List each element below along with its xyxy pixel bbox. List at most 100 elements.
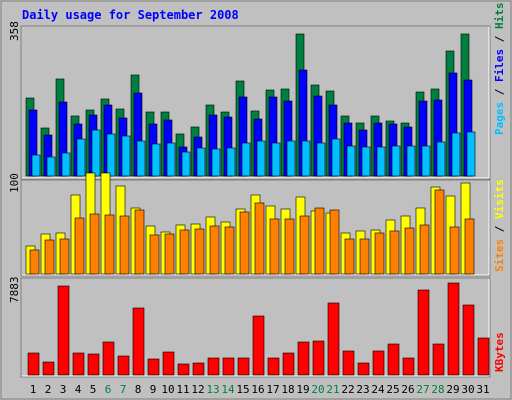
bar-pages-day-19 — [301, 140, 311, 177]
bar-kbytes-day-29 — [447, 282, 460, 376]
bar-kbytes-day-15 — [237, 357, 250, 376]
bar-sites-day-16 — [254, 202, 265, 275]
bar-pages-day-7 — [121, 135, 131, 177]
bar-pages-day-10 — [166, 142, 176, 177]
bars-hits-files-pages — [25, 33, 476, 177]
day-label-19: 19 — [296, 383, 309, 396]
bar-sites-day-22 — [344, 238, 355, 275]
panel-visits-sites — [20, 172, 491, 277]
day-label-22: 22 — [341, 383, 354, 396]
bar-sites-day-23 — [359, 238, 370, 275]
day-label-17: 17 — [266, 383, 279, 396]
y-max-label-visits: 100 — [8, 173, 21, 193]
day-label-2: 2 — [45, 383, 52, 396]
day-label-24: 24 — [371, 383, 385, 396]
day-label-5: 5 — [90, 383, 97, 396]
bar-pages-day-6 — [106, 133, 116, 177]
bar-kbytes-day-11 — [177, 363, 190, 376]
bar-pages-day-25 — [391, 145, 401, 177]
bar-kbytes-day-31 — [477, 337, 490, 376]
bar-sites-day-25 — [389, 230, 400, 275]
bar-pages-day-21 — [331, 138, 341, 177]
day-label-13: 13 — [206, 383, 219, 396]
y-max-label-hits: 358 — [8, 21, 21, 41]
bar-pages-day-1 — [31, 154, 41, 177]
day-label-11: 11 — [176, 383, 189, 396]
bar-kbytes-day-22 — [342, 350, 355, 376]
day-label-27: 27 — [416, 383, 429, 396]
bar-pages-day-22 — [346, 145, 356, 177]
bar-sites-day-2 — [44, 239, 55, 275]
day-label-1: 1 — [30, 383, 37, 396]
bar-kbytes-day-3 — [57, 285, 70, 376]
bar-pages-day-20 — [316, 142, 326, 177]
day-label-6: 6 — [105, 383, 112, 396]
x-axis-day-labels: 1 2 3 4 5 6 7 8 9 10 11 12 13 14 15 16 17 18 19 20 21 22 23 24 2… — [30, 383, 490, 396]
day-label-9: 9 — [150, 383, 157, 396]
bar-sites-day-17 — [269, 218, 280, 275]
legend-part-0: KBytes — [493, 332, 506, 372]
day-label-3: 3 — [60, 383, 67, 396]
legend-kbytes: KBytes — [493, 332, 506, 372]
legend-part-0: Sites — [493, 239, 506, 272]
bar-kbytes-day-13 — [207, 357, 220, 376]
bar-pages-day-27 — [421, 145, 431, 177]
bar-pages-day-23 — [361, 146, 371, 177]
bar-sites-day-20 — [314, 207, 325, 275]
bar-kbytes-day-25 — [387, 343, 400, 376]
bar-kbytes-day-30 — [462, 304, 475, 376]
legend-part-3: / — [493, 29, 506, 49]
chart-title: Daily usage for September 2008 — [22, 8, 239, 22]
day-label-7: 7 — [120, 383, 127, 396]
bar-sites-day-11 — [179, 229, 190, 275]
day-label-10: 10 — [161, 383, 174, 396]
bar-sites-day-6 — [104, 214, 115, 275]
bar-pages-day-29 — [451, 132, 461, 177]
day-label-12: 12 — [191, 383, 204, 396]
legend-part-1: / — [493, 219, 506, 239]
bar-kbytes-day-20 — [312, 340, 325, 376]
bar-pages-day-8 — [136, 140, 146, 177]
day-label-16: 16 — [251, 383, 264, 396]
bar-pages-day-3 — [61, 152, 71, 177]
bar-sites-day-3 — [59, 238, 70, 275]
bar-pages-day-26 — [406, 145, 416, 177]
bar-kbytes-day-7 — [117, 355, 130, 376]
bar-kbytes-day-14 — [222, 357, 235, 376]
bar-pages-day-14 — [226, 147, 236, 177]
bar-pages-day-30 — [466, 131, 476, 177]
bar-sites-day-4 — [74, 217, 85, 275]
day-label-21: 21 — [326, 383, 339, 396]
bar-pages-day-24 — [376, 146, 386, 177]
bar-sites-day-29 — [449, 226, 460, 275]
panel-hits-files-pages — [20, 25, 491, 180]
bar-kbytes-day-9 — [147, 358, 160, 376]
legend-visits-sites: Sites / Visits — [493, 179, 506, 272]
day-label-20: 20 — [311, 383, 324, 396]
bar-kbytes-day-2 — [42, 361, 55, 376]
legend-part-2: Files — [493, 49, 506, 82]
bar-kbytes-day-10 — [162, 351, 175, 376]
bar-sites-day-8 — [134, 209, 145, 275]
bar-sites-day-30 — [464, 218, 475, 275]
bar-sites-day-15 — [239, 211, 250, 275]
bar-sites-day-9 — [149, 234, 160, 275]
legend-part-0: Pages — [493, 102, 506, 135]
bar-kbytes-day-18 — [282, 352, 295, 376]
bar-pages-day-28 — [436, 141, 446, 177]
bar-kbytes-day-5 — [87, 353, 100, 376]
bars-visits-sites — [25, 172, 475, 275]
bar-pages-day-2 — [46, 156, 56, 177]
day-label-28: 28 — [431, 383, 444, 396]
day-label-26: 26 — [401, 383, 414, 396]
legend-part-2: Visits — [493, 179, 506, 219]
day-label-30: 30 — [461, 383, 474, 396]
bar-kbytes-day-6 — [102, 341, 115, 376]
bar-sites-day-26 — [404, 227, 415, 275]
bar-kbytes-day-28 — [432, 343, 445, 376]
day-label-4: 4 — [75, 383, 82, 396]
bar-pages-day-4 — [76, 138, 86, 177]
bar-kbytes-day-16 — [252, 315, 265, 376]
bar-kbytes-day-8 — [132, 307, 145, 376]
